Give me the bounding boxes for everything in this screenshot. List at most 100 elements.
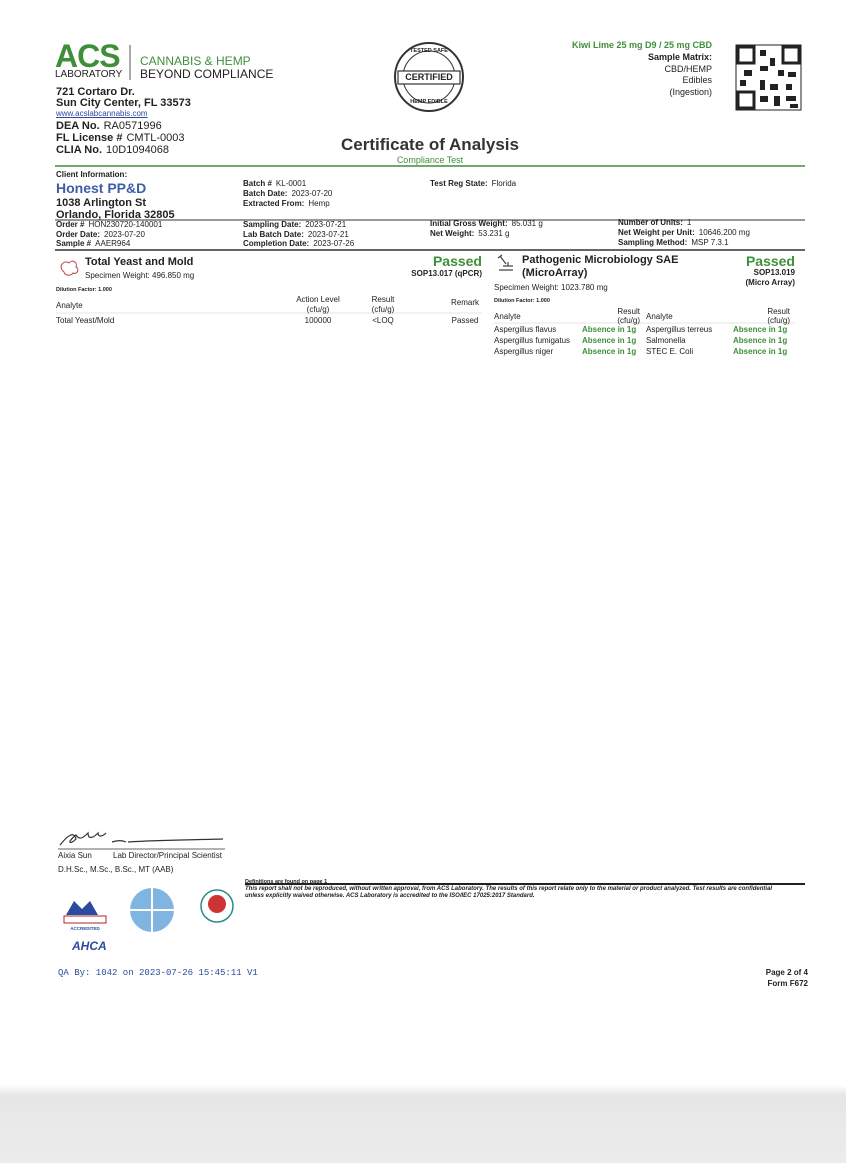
order-value: 2023-07-20 (104, 230, 145, 239)
dates-field: Completion Date: 2023-07-26 (243, 239, 354, 249)
seal-bottom: HEMP EDIBLE (410, 99, 448, 105)
micro-dilution: Dilution Factor: 1.000 (494, 298, 550, 304)
dates-label: Sampling Date: (243, 220, 302, 229)
units-value: 1 (686, 218, 692, 227)
batch-label: Extracted From: (243, 199, 305, 208)
micro-rows: Absence in 1g (582, 347, 637, 356)
headers-result: (cfu/g) (617, 316, 640, 325)
order-field: Order # HON230720-140001 (56, 220, 162, 230)
header-title: Certificate of Analysis (341, 135, 519, 154)
licenses-label: DEA No. (56, 120, 100, 132)
yeast-rows: Passed (451, 316, 479, 325)
accreditation-logos (63, 888, 234, 932)
micro-rows: Aspergillus terreus (646, 325, 713, 334)
product-name: Kiwi Lime 25 mg D9 / 25 mg CBD (571, 40, 712, 50)
seal-top: TESTED SAFE (410, 48, 448, 54)
header-licenses-field: DEA No. RA0571996 (56, 120, 162, 132)
client-address: 1038 Arlington St (56, 197, 147, 209)
test-reg-value: Florida (491, 179, 517, 188)
headers-result: Result (371, 295, 395, 304)
yeast-dilution: Dilution Factor: 1.000 (56, 287, 112, 293)
dates-label: Lab Batch Date: (243, 230, 304, 239)
logo-tagline: BEYOND COMPLIANCE (140, 67, 274, 81)
micro-rows: Salmonella (646, 336, 686, 345)
batch-value: KL-0001 (275, 179, 307, 188)
batch-value: Hemp (308, 199, 330, 208)
order-value: AAER964 (95, 239, 131, 248)
yeast-rows: 100000 (304, 316, 332, 325)
micro-method: (Micro Array) (745, 278, 796, 287)
signature-role: Lab Director/Principal Scientist (113, 851, 222, 860)
yeast-rows: Total Yeast/Mold (56, 316, 115, 325)
test-reg-field: Test Reg State: Florida (430, 179, 517, 189)
micro-rows: STEC E. Coli (646, 347, 694, 356)
micro-title: (MicroArray) (522, 267, 588, 279)
dates-value: 2023-07-21 (305, 220, 347, 229)
microscope-icon (497, 254, 513, 271)
units-label: Number of Units: (618, 218, 683, 227)
product-matrix-label: Sample Matrix: (647, 52, 712, 62)
licenses-value: CMTL-0003 (126, 132, 185, 144)
logo-tagline: CANNABIS & HEMP (140, 54, 251, 68)
footer-form: Form F672 (767, 979, 808, 988)
batch-label: Batch Date: (243, 189, 288, 198)
client-address: Orlando, Florida 32805 (56, 209, 175, 221)
signature-credentials: D.H.Sc., M.Sc., B.Sc., MT (AAB) (58, 865, 174, 874)
headers-result: Result (617, 307, 640, 316)
weights-label: Initial Gross Weight: (430, 219, 508, 228)
order-label: Order # (56, 220, 85, 229)
dates-value: 2023-07-21 (307, 230, 349, 239)
footer-definitions: Definitions are found on page 1 (245, 879, 328, 885)
headers-result: (cfu/g) (767, 316, 790, 325)
header-subtitle: Compliance Test (396, 155, 464, 165)
weights-field: Initial Gross Weight: 85.031 g (430, 219, 543, 229)
micro-rows: Absence in 1g (582, 336, 637, 345)
logo-sub: LABORATORY (55, 69, 123, 80)
footer-page: Page 2 of 4 (765, 968, 808, 977)
logo-name: ACS (55, 38, 121, 74)
licenses-label: CLIA No. (56, 144, 103, 156)
yeast-status: Passed (432, 253, 482, 269)
product-matrix: (Ingestion) (669, 87, 712, 97)
footer-qa: QA By: 1042 on 2023-07-26 15:45:11 V1 (58, 968, 258, 978)
units-field: Net Weight per Unit: 10646.200 mg (618, 228, 750, 238)
product-matrix: CBD/HEMP (664, 64, 712, 74)
order-field: Order Date: 2023-07-20 (56, 230, 145, 240)
weights-value: 85.031 g (511, 219, 543, 228)
headers-remark: Remark (450, 298, 480, 307)
signature-name: Aixia Sun (58, 851, 92, 860)
micro-specimen-weight: Specimen Weight: 1023.780 mg (494, 283, 608, 292)
order-field: Sample # AAER964 (56, 239, 131, 249)
mold-icon (60, 260, 79, 276)
units-value: 10646.200 mg (698, 228, 750, 237)
yeast-title: Total Yeast and Mold (85, 256, 194, 268)
footer-badges: ACCREDITED (70, 926, 100, 931)
batch-value: 2023-07-20 (291, 189, 333, 198)
header-licenses-field: FL License # CMTL-0003 (56, 132, 185, 144)
micro-status: Passed (745, 253, 795, 269)
headers-result: (cfu/g) (371, 305, 395, 314)
units-value: MSP 7.3.1 (691, 238, 729, 247)
weights-field: Net Weight: 53.231 g (430, 229, 509, 239)
units-label: Sampling Method: (618, 238, 688, 247)
headers-action-level: (cfu/g) (306, 305, 330, 314)
product-matrix: Edibles (682, 75, 712, 85)
batch-field: Extracted From: Hemp (243, 199, 330, 209)
batch-field: Batch # KL-0001 (243, 179, 307, 189)
batch-label: Batch # (243, 179, 272, 188)
licenses-value: 10D1094068 (106, 144, 170, 156)
headers-result: Result (767, 307, 790, 316)
header-address: Sun City Center, FL 33573 (56, 97, 191, 109)
signature-mark (59, 831, 224, 846)
test-reg-label: Test Reg State: (430, 179, 488, 188)
client-label: Client Information: (56, 170, 128, 179)
licenses-value: RA0571996 (103, 120, 162, 132)
client-name: Honest PP&D (56, 180, 147, 196)
micro-rows: Aspergillus niger (494, 347, 554, 356)
weights-label: Net Weight: (430, 229, 475, 238)
batch-field: Batch Date: 2023-07-20 (243, 189, 333, 199)
header-address: 721 Cortaro Dr. (56, 86, 135, 98)
order-label: Sample # (56, 239, 92, 248)
